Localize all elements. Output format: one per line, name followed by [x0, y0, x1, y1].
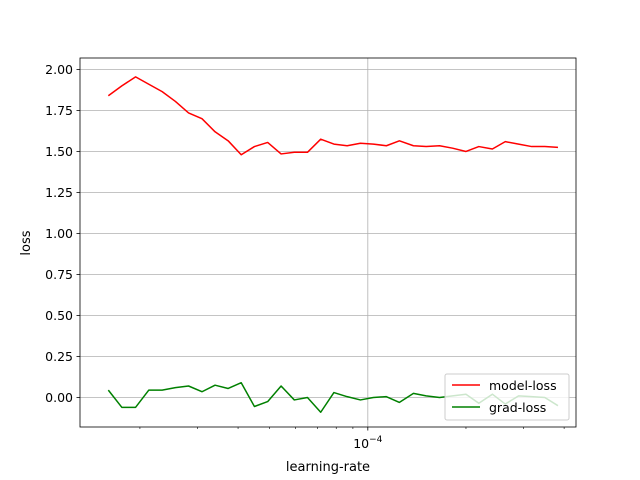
legend: model-loss grad-loss [444, 373, 570, 421]
y-axis: 0.00 0.25 0.50 0.75 1.00 1.25 1.50 1.75 2.00 [45, 62, 80, 405]
y-tick-label: 0.25 [45, 349, 73, 364]
x-axis-title: learning-rate [286, 460, 370, 475]
legend-label-model-loss: model-loss [489, 378, 557, 393]
legend-label-grad-loss: grad-loss [489, 400, 546, 415]
y-tick-label: 1.75 [45, 103, 73, 118]
plot-area [80, 58, 576, 427]
y-tick-label: 1.25 [45, 185, 73, 200]
x-tick-label: 10−4 [353, 435, 382, 451]
x-tick-base: 10 [353, 436, 369, 451]
series-line-model-loss [107, 76, 559, 156]
x-tick-exponent: −4 [369, 435, 383, 445]
y-axis-title: loss [19, 230, 34, 255]
y-tick-label: 1.50 [45, 144, 73, 159]
x-axis: 10−4 [139, 427, 565, 451]
y-tick-label: 0.75 [45, 267, 73, 282]
grid [80, 58, 576, 427]
y-tick-label: 0.50 [45, 308, 73, 323]
y-tick-label: 2.00 [45, 62, 73, 77]
y-tick-label: 1.00 [45, 226, 73, 241]
plot-frame [79, 57, 577, 428]
y-tick-label: 0.00 [45, 390, 73, 405]
